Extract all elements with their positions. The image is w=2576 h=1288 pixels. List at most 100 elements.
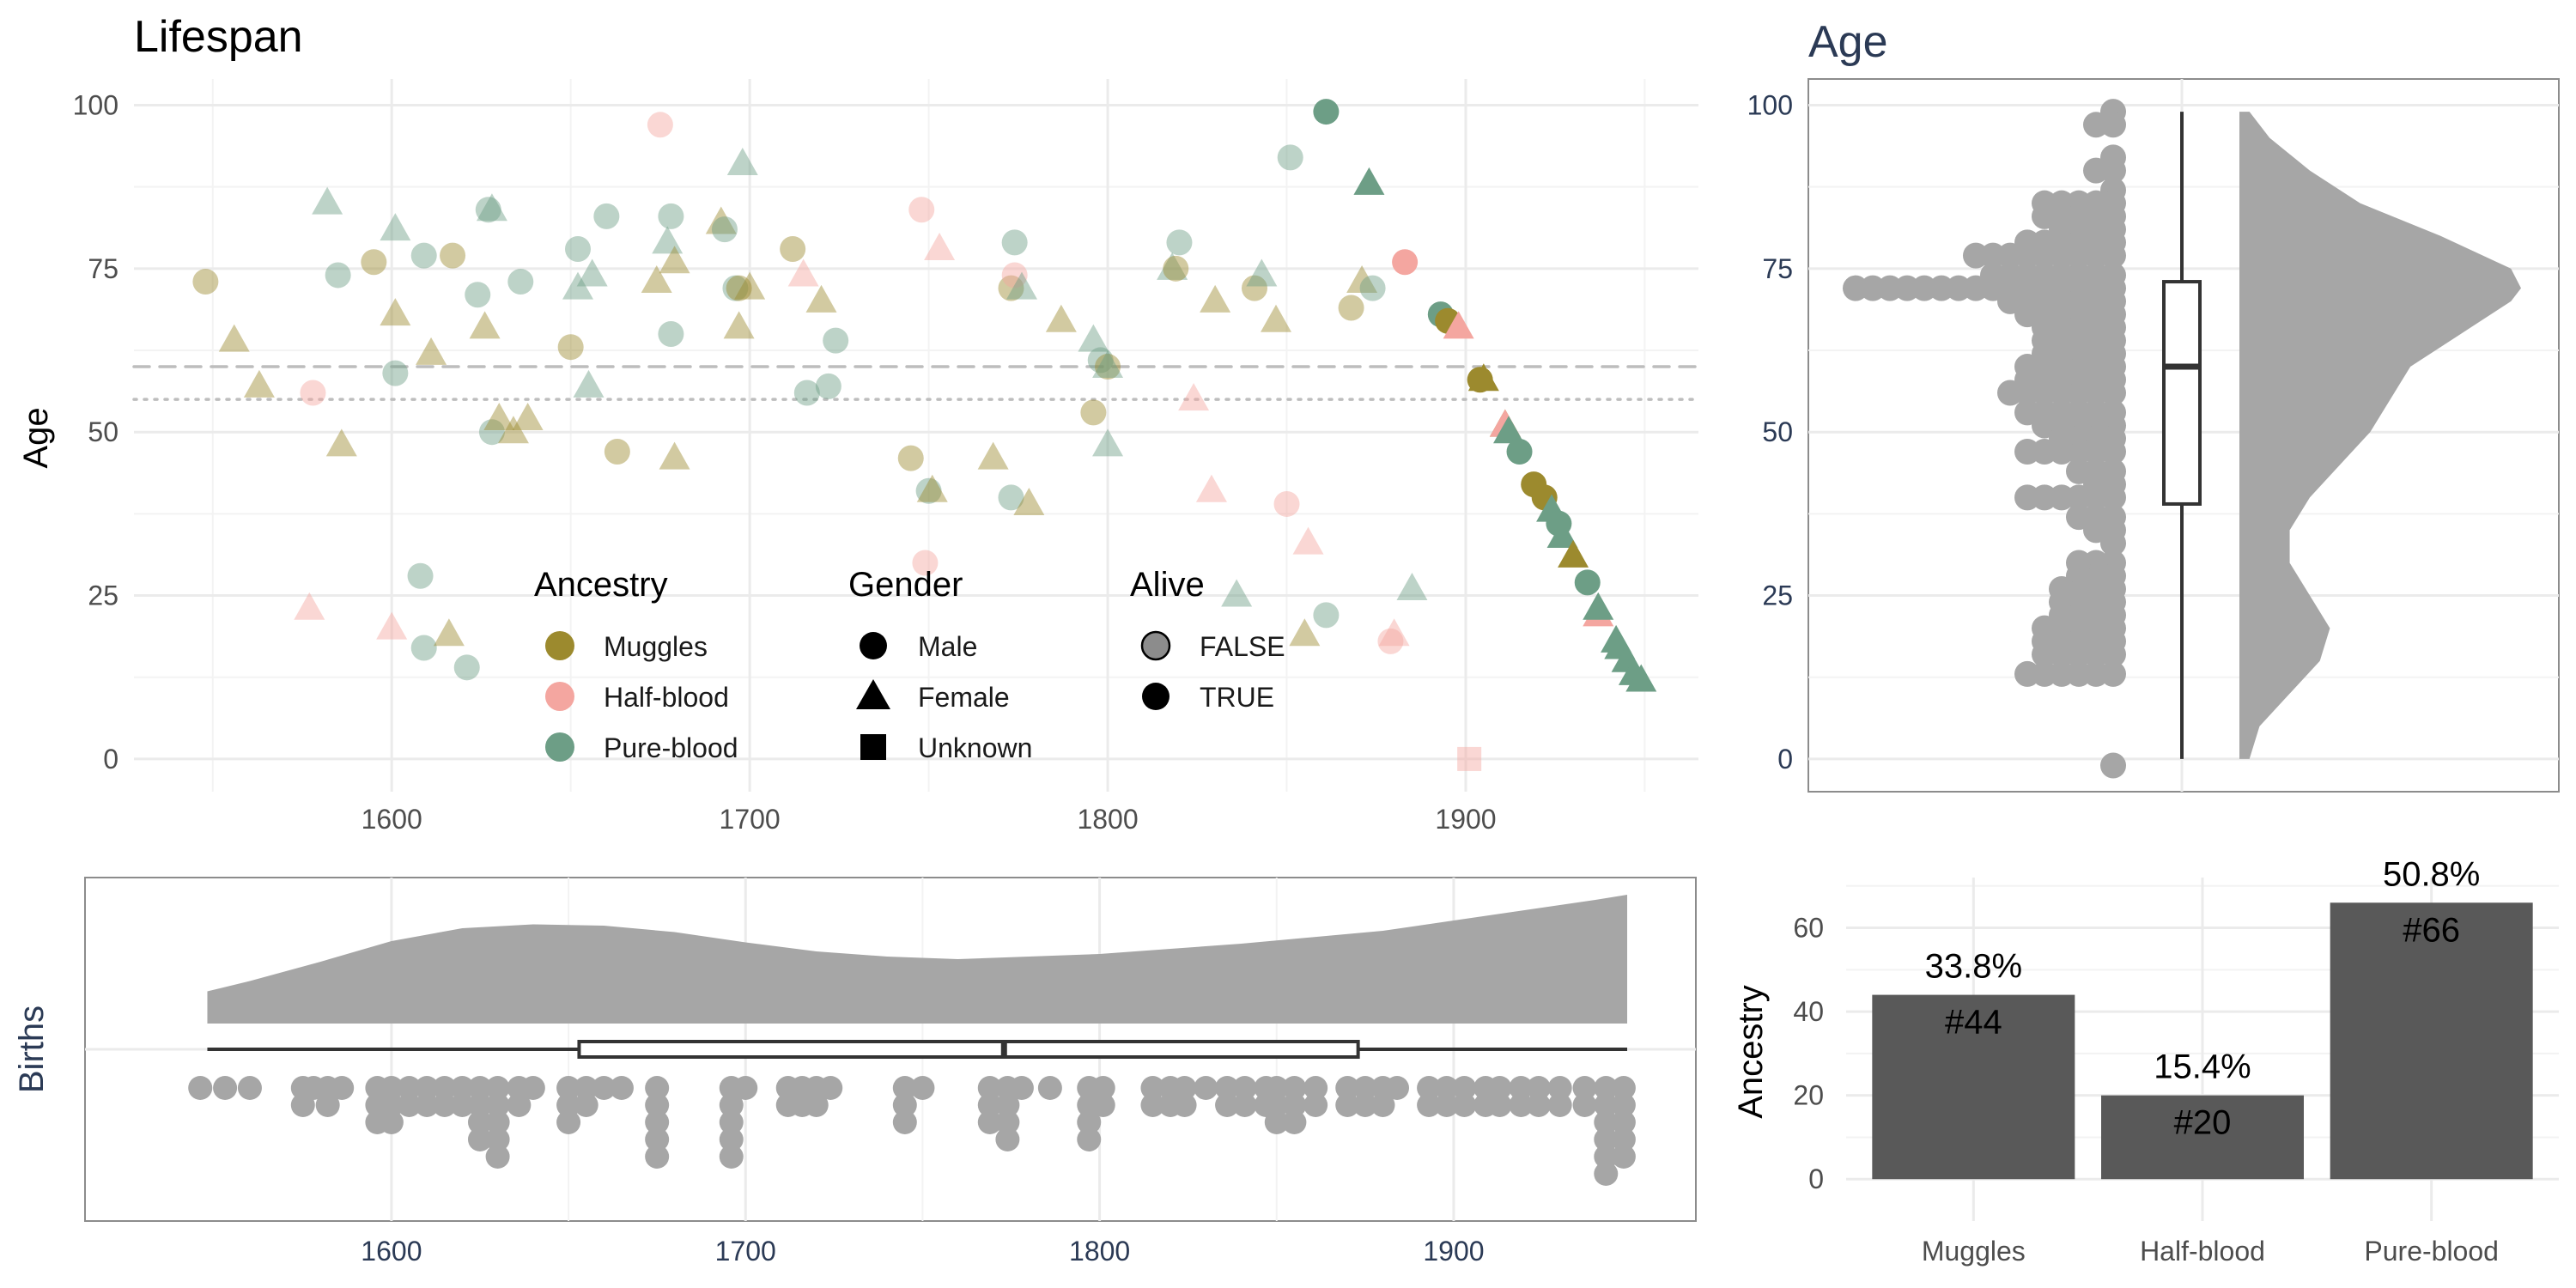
lifespan-point: [192, 269, 219, 295]
lifespan-point: [1163, 255, 1189, 282]
births-dot: [1594, 1145, 1619, 1169]
lifespan-point: [1396, 572, 1428, 600]
lifespan-point: [915, 477, 942, 504]
lifespan-point: [440, 242, 466, 269]
births-dot: [415, 1093, 440, 1117]
lifespan-point: [562, 271, 593, 300]
births-dot: [1091, 1076, 1115, 1100]
births-dot: [432, 1076, 457, 1100]
lifespan-point: [478, 419, 505, 446]
births-dot: [977, 1110, 1002, 1134]
age-y-ticks: 0 25 50 75 100: [1747, 89, 1793, 774]
lifespan-point: [1261, 304, 1292, 332]
births-dot: [1037, 1076, 1062, 1100]
lifespan-x-tick-label: 1900: [1435, 804, 1496, 835]
lifespan-x-tick-label: 1700: [720, 804, 781, 835]
births-dot: [485, 1127, 510, 1151]
lifespan-point: [1506, 439, 1533, 465]
age-dot: [2100, 752, 2126, 779]
legend-gender: Gender Male Female Unknown: [848, 566, 1032, 763]
births-dot: [892, 1110, 917, 1134]
births-dot: [1370, 1093, 1395, 1117]
lifespan-points: [192, 99, 1657, 771]
lifespan-point: [916, 474, 948, 502]
births-dotplot: [188, 1076, 1636, 1186]
births-dot: [213, 1076, 238, 1100]
births-dot: [330, 1076, 355, 1100]
lifespan-point: [1166, 229, 1193, 256]
births-dot: [1509, 1076, 1534, 1100]
births-x-tick-label: 1900: [1423, 1236, 1484, 1267]
births-dot: [1091, 1093, 1115, 1117]
births-dot: [1526, 1093, 1551, 1117]
ancestry-panel: Ancestry 0 20 40 60 33.8% #44 15.4% #20 50.8% #6…: [1732, 855, 2559, 1267]
age-dot: [1843, 275, 1868, 301]
lifespan-grid: [134, 79, 1698, 792]
ancestry-x-tick-label: Muggles: [1922, 1236, 2026, 1267]
births-dot: [1434, 1093, 1459, 1117]
births-dot: [1352, 1093, 1377, 1117]
lifespan-point: [497, 416, 529, 444]
births-dot: [818, 1076, 843, 1100]
lifespan-point: [1095, 354, 1121, 380]
births-dot: [574, 1093, 598, 1117]
lifespan-point: [1289, 618, 1321, 647]
ancestry-bar-percent-label: 33.8%: [1925, 948, 2022, 986]
lifespan-point: [1005, 271, 1037, 300]
births-panel: Births 1600 1700 1800 1900: [13, 877, 1697, 1267]
lifespan-point: [1178, 383, 1210, 411]
age-density: [2239, 112, 2521, 759]
births-dot: [485, 1076, 510, 1100]
ancestry-bars: 33.8% #44 15.4% #20 50.8% #66: [1872, 855, 2533, 1180]
births-dot: [432, 1093, 457, 1117]
lifespan-point: [1045, 304, 1077, 332]
age-panel-border: [1807, 78, 2560, 793]
births-dot: [1594, 1076, 1619, 1100]
lifespan-point: [433, 618, 465, 647]
lifespan-point: [1078, 324, 1109, 352]
legend-ancestry-half-blood-label: Half-blood: [604, 682, 729, 713]
births-dot: [1611, 1110, 1636, 1134]
lifespan-point: [1443, 311, 1474, 339]
lifespan-point: [734, 271, 766, 300]
ancestry-bar-percent-label: 15.4%: [2154, 1048, 2251, 1086]
births-x-tick-label: 1800: [1069, 1236, 1130, 1267]
age-dot: [2032, 641, 2057, 668]
lifespan-point: [977, 441, 1009, 470]
lifespan-y-tick-label: 75: [88, 253, 118, 284]
lifespan-point: [416, 337, 447, 365]
lifespan-point: [1195, 474, 1227, 502]
legend-alive-false-key: [1140, 630, 1171, 661]
lifespan-point: [998, 275, 1024, 301]
age-boxplot: [2162, 112, 2202, 759]
legend-gender-unknown-key: [860, 734, 886, 760]
lifespan-point: [722, 275, 749, 301]
births-dot: [1140, 1093, 1165, 1117]
lifespan-point: [453, 654, 480, 681]
births-dot: [1215, 1093, 1240, 1117]
age-dotplot: [1843, 99, 2126, 779]
lifespan-point: [723, 311, 755, 339]
lifespan-point: [897, 445, 924, 471]
lifespan-point: [1157, 252, 1188, 280]
age-dot: [2014, 484, 2040, 511]
legend-gender-female-key: [856, 679, 890, 709]
age-y-tick-label: 50: [1762, 416, 1793, 447]
births-dot: [1452, 1076, 1477, 1100]
lifespan-point: [1467, 363, 1499, 392]
lifespan-point: [659, 246, 690, 274]
ancestry-x-tick-label: Pure-blood: [2364, 1236, 2499, 1267]
lifespan-point: [243, 369, 275, 398]
age-title: Age: [1808, 17, 1888, 67]
births-dot: [592, 1076, 617, 1100]
age-dot: [2014, 439, 2040, 465]
lifespan-point: [1546, 520, 1578, 549]
births-x-ticks: 1600 1700 1800 1900: [361, 1236, 1484, 1267]
lifespan-point: [564, 235, 591, 262]
births-dot: [892, 1076, 917, 1100]
ancestry-y-axis-label: Ancestry: [1732, 985, 1770, 1119]
lifespan-y-tick-label: 25: [88, 580, 118, 611]
births-dot: [467, 1093, 492, 1117]
births-dot: [719, 1127, 744, 1151]
